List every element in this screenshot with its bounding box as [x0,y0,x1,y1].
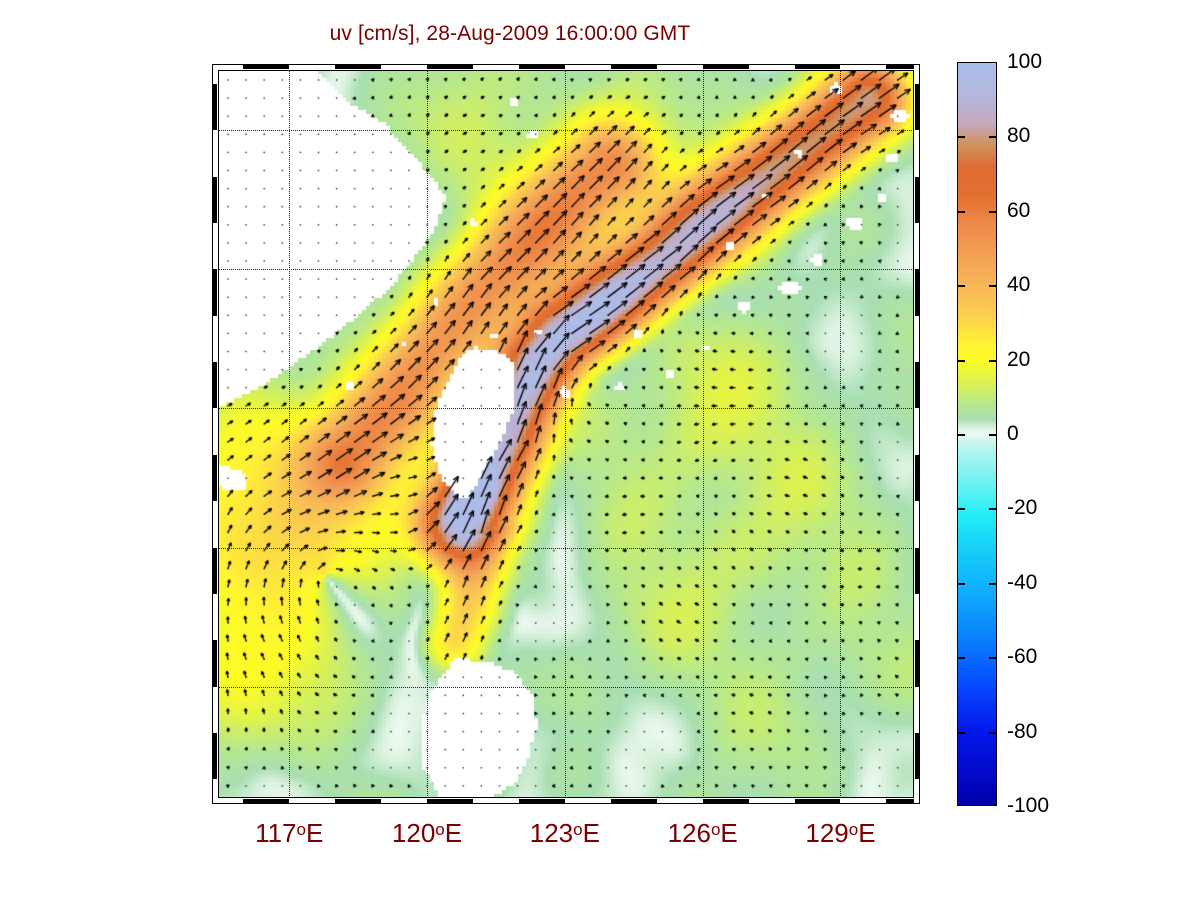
colorbar-label--20: -20 [1007,496,1038,520]
frame-block-right-30 [915,83,919,131]
x-tick-label-120: 120oE [392,818,462,849]
frame-block-right-28 [915,176,919,223]
map-axes[interactable] [212,64,920,804]
frame-block-bottom-128 [794,799,841,803]
lon-hemisphere: E [305,818,324,848]
colorbar-tick-left-40 [957,285,965,288]
gridline-lon-129 [840,70,842,798]
chart-title: uv [cm/s], 28-Aug-2009 16:00:00 GMT [329,22,691,45]
colorbar-label--40: -40 [1007,570,1038,594]
lon-value: 126 [667,818,711,848]
frame-block-bottom-118 [335,799,382,803]
colorbar[interactable]: 100 80 60 40 20 0 -20 -40 -60 -80 -100 [957,50,1049,817]
gridline-lon-117 [289,70,291,798]
lon-hemisphere: E [444,818,463,848]
gridline-lat-18 [218,686,914,688]
colorbar-label--80: -80 [1007,719,1038,743]
frame-block-right-26 [915,269,919,316]
frame-block-right-24 [915,362,919,409]
frame-block-left-30 [213,83,217,131]
lon-hemisphere: E [858,818,876,848]
frame-block-bottom-130 [886,799,914,803]
frame-block-top-124 [610,65,657,69]
colorbar-label-40: 40 [1007,273,1031,297]
gridline-lon-126 [702,70,704,798]
x-tick-label-123: 123oE [530,818,600,849]
frame-block-right-22 [915,454,919,502]
frame-block-top-130 [886,65,914,69]
frame-block-left-26 [213,269,217,316]
x-tick-label-117: 117oE [255,818,323,849]
x-tick-label-129: 129oE [805,818,875,849]
colorbar-tick-right--60 [989,657,997,660]
colorbar-tick-right-80 [989,136,997,139]
colorbar-tick-right--40 [989,582,997,585]
lon-value: 117 [255,818,297,848]
lon-value: 123 [529,818,574,848]
gridline-lat-27 [218,269,914,271]
colorbar-tick-left-80 [957,136,965,139]
degree-icon: o [573,820,583,839]
colorbar-tick-left-0 [957,434,965,436]
frame-block-bottom-122 [518,799,565,803]
frame-block-right-16 [915,733,919,780]
degree-icon: o [710,820,721,839]
colorbar-tick-left--20 [957,508,965,511]
degree-icon: o [848,820,859,839]
colorbar-tick-left-60 [957,210,965,213]
frame-block-bottom-124 [610,799,657,803]
colorbar-label-0: 0 [1007,422,1019,445]
colorbar-label--100: -100 [1007,794,1050,817]
gridline-lat-30 [218,130,914,132]
frame-block-bottom-120 [427,799,473,803]
gridline-lon-123 [564,70,566,798]
frame-block-bottom-116 [243,799,290,803]
frame-block-bottom-126 [702,799,749,803]
gridline-lat-21 [218,547,914,549]
frame-block-right-20 [915,547,919,594]
frame-block-left-24 [213,362,217,409]
gridline-lon-120 [427,70,429,798]
colorbar-label-100: 100 [1007,50,1043,73]
frame-block-left-18 [213,640,217,687]
colorbar-tick-left--80 [957,731,965,734]
colorbar-tick-right--80 [989,731,997,734]
frame-block-top-128 [794,65,841,69]
colorbar-label-80: 80 [1007,124,1031,148]
frame-block-top-118 [335,65,382,69]
frame-block-right-18 [915,640,919,687]
lon-hemisphere: E [582,818,600,848]
colorbar-tick-left-20 [957,359,965,362]
degree-icon: o [296,820,306,839]
colorbar-tick-right-0 [989,434,997,436]
lon-value: 120 [391,818,436,848]
colorbar-tick-right-20 [989,359,997,362]
lon-value: 129 [805,818,849,848]
frame-block-left-20 [213,547,217,594]
colorbar-tick-right-60 [989,210,997,213]
x-tick-label-126: 126oE [668,818,738,849]
frame-block-top-126 [702,65,749,69]
frame-block-top-122 [518,65,565,69]
frame-block-top-120 [427,65,473,69]
current-vector-quiver [218,70,914,798]
colorbar-tick-left--60 [957,657,965,660]
colorbar-label-60: 60 [1007,198,1031,222]
lon-hemisphere: E [720,818,738,848]
frame-block-top-116 [243,65,290,69]
colorbar-label--60: -60 [1007,645,1038,669]
colorbar-tick-right-40 [989,285,997,288]
colorbar-tick-left--40 [957,582,965,585]
map-plot-area[interactable] [218,70,914,798]
frame-block-left-22 [213,454,217,502]
frame-block-left-28 [213,176,217,223]
gridline-lat-24 [218,408,914,410]
frame-block-left-16 [213,733,217,780]
degree-icon: o [435,820,445,839]
colorbar-tick-right--20 [989,508,997,511]
colorbar-label-20: 20 [1007,347,1031,371]
